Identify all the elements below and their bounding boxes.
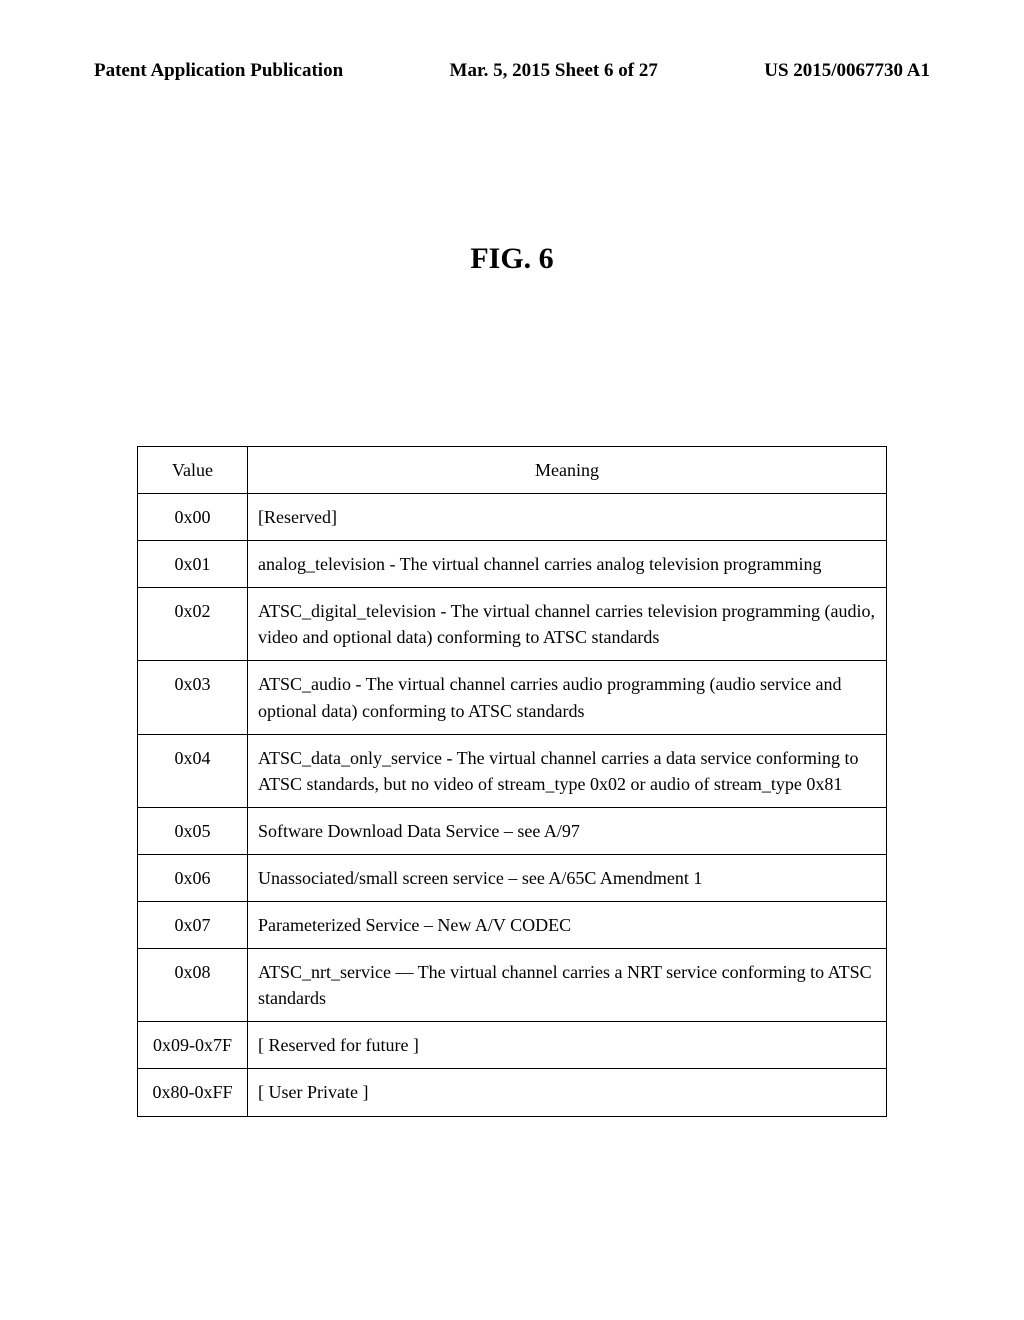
cell-meaning: Unassociated/small screen service – see … bbox=[248, 854, 887, 901]
table-row: 0x00 [Reserved] bbox=[138, 494, 887, 541]
header-center: Mar. 5, 2015 Sheet 6 of 27 bbox=[450, 60, 658, 82]
cell-value: 0x01 bbox=[138, 541, 248, 588]
cell-value: 0x09-0x7F bbox=[138, 1022, 248, 1069]
header-left: Patent Application Publication bbox=[94, 60, 343, 82]
cell-meaning: [Reserved] bbox=[248, 494, 887, 541]
cell-value: 0x05 bbox=[138, 807, 248, 854]
page-header: Patent Application Publication Mar. 5, 2… bbox=[90, 60, 934, 92]
cell-value: 0x00 bbox=[138, 494, 248, 541]
cell-meaning: Software Download Data Service – see A/9… bbox=[248, 807, 887, 854]
table-row: 0x02 ATSC_digital_television - The virtu… bbox=[138, 588, 887, 661]
cell-value: 0x07 bbox=[138, 902, 248, 949]
cell-value: 0x80-0xFF bbox=[138, 1069, 248, 1116]
cell-value: 0x02 bbox=[138, 588, 248, 661]
table-row: 0x08 ATSC_nrt_service — The virtual chan… bbox=[138, 949, 887, 1022]
table-row: 0x09-0x7F [ Reserved for future ] bbox=[138, 1022, 887, 1069]
table-row: 0x01 analog_television - The virtual cha… bbox=[138, 541, 887, 588]
table-row: 0x80-0xFF [ User Private ] bbox=[138, 1069, 887, 1116]
figure-title: FIG. 6 bbox=[90, 242, 934, 276]
cell-meaning: [ User Private ] bbox=[248, 1069, 887, 1116]
cell-meaning: ATSC_data_only_service - The virtual cha… bbox=[248, 734, 887, 807]
cell-meaning: Parameterized Service – New A/V CODEC bbox=[248, 902, 887, 949]
cell-value: 0x03 bbox=[138, 661, 248, 734]
cell-meaning: ATSC_digital_television - The virtual ch… bbox=[248, 588, 887, 661]
cell-value: 0x08 bbox=[138, 949, 248, 1022]
table-container: Value Meaning 0x00 [Reserved] 0x01 analo… bbox=[137, 446, 887, 1117]
table-row: 0x03 ATSC_audio - The virtual channel ca… bbox=[138, 661, 887, 734]
table-header-row: Value Meaning bbox=[138, 447, 887, 494]
header-right: US 2015/0067730 A1 bbox=[764, 60, 930, 82]
col-header-meaning: Meaning bbox=[248, 447, 887, 494]
page: Patent Application Publication Mar. 5, 2… bbox=[0, 0, 1024, 1320]
cell-meaning: ATSC_audio - The virtual channel carries… bbox=[248, 661, 887, 734]
cell-meaning: ATSC_nrt_service — The virtual channel c… bbox=[248, 949, 887, 1022]
table-row: 0x06 Unassociated/small screen service –… bbox=[138, 854, 887, 901]
cell-value: 0x06 bbox=[138, 854, 248, 901]
cell-value: 0x04 bbox=[138, 734, 248, 807]
value-meaning-table: Value Meaning 0x00 [Reserved] 0x01 analo… bbox=[137, 446, 887, 1117]
col-header-value: Value bbox=[138, 447, 248, 494]
cell-meaning: [ Reserved for future ] bbox=[248, 1022, 887, 1069]
table-row: 0x07 Parameterized Service – New A/V COD… bbox=[138, 902, 887, 949]
table-row: 0x04 ATSC_data_only_service - The virtua… bbox=[138, 734, 887, 807]
table-row: 0x05 Software Download Data Service – se… bbox=[138, 807, 887, 854]
cell-meaning: analog_television - The virtual channel … bbox=[248, 541, 887, 588]
